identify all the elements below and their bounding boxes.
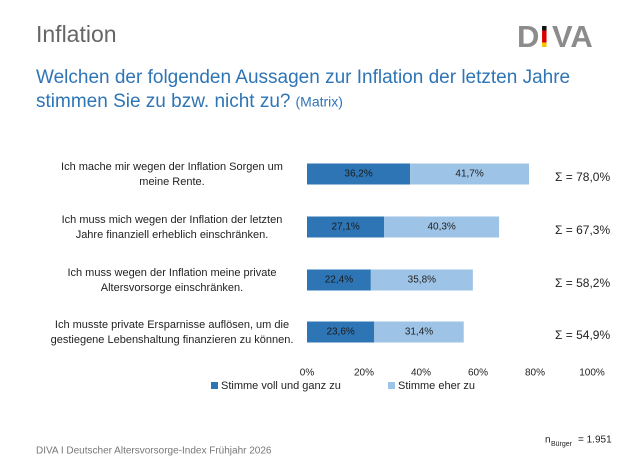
category-label: Ich musste private Ersparnisse auflösen,… — [55, 319, 289, 331]
sum-label: Σ = 78,0% — [555, 170, 610, 184]
legend-swatch — [388, 382, 395, 389]
value-label: 22,4% — [325, 275, 353, 286]
n-sub: Bürger — [551, 441, 573, 448]
n-label: n — [545, 435, 551, 446]
sum-label: Σ = 67,3% — [555, 223, 610, 237]
value-label: 40,3% — [427, 222, 455, 233]
bar — [374, 321, 464, 343]
x-tick-label: 20% — [354, 368, 374, 379]
value-label: 35,8% — [408, 275, 436, 286]
bar — [410, 163, 530, 185]
bar — [307, 216, 385, 238]
category-label: Ich mache mir wegen der Inflation Sorgen… — [61, 161, 283, 173]
chart-subtitle: (Matrix) — [296, 94, 343, 110]
x-tick-label: 80% — [525, 368, 545, 379]
n-value: = 1.951 — [578, 435, 612, 446]
bar — [370, 269, 473, 291]
bar — [307, 321, 375, 343]
x-tick-label: 60% — [468, 368, 488, 379]
bar — [384, 216, 500, 238]
x-tick-label: 100% — [579, 368, 605, 379]
bar — [307, 269, 371, 291]
value-label: 23,6% — [326, 327, 354, 338]
logo-right: VA — [552, 19, 593, 54]
legend-label: Stimme eher zu — [398, 380, 475, 392]
logo-left: D — [517, 19, 539, 54]
value-label: 41,7% — [455, 169, 483, 180]
logo-mid: I — [540, 19, 549, 54]
category-label: gestiegene Lebenshaltung finanzieren zu … — [51, 334, 294, 346]
x-tick-label: 40% — [411, 368, 431, 379]
source: DIVA I Deutscher Altersvorsorge-Index Fr… — [36, 446, 272, 457]
category-label: Ich muss mich wegen der Inflation der le… — [62, 214, 283, 226]
sum-label: Σ = 58,2% — [555, 276, 610, 290]
category-label: meine Rente. — [139, 176, 204, 188]
value-label: 36,2% — [344, 169, 372, 180]
page-title: Inflation — [36, 21, 117, 47]
bar — [307, 163, 411, 185]
value-label: 31,4% — [405, 327, 433, 338]
category-label: Ich muss wegen der Inflation meine priva… — [67, 267, 276, 279]
category-label: Jahre finanziell erheblich einschränken. — [76, 229, 269, 241]
legend-swatch — [211, 382, 218, 389]
legend-label: Stimme voll und ganz zu — [221, 380, 341, 392]
x-tick-label: 0% — [300, 368, 315, 379]
category-label: Altersvorsorge einschränken. — [101, 282, 243, 294]
value-label: 27,1% — [331, 222, 359, 233]
chart-title: Welchen der folgenden Aussagen zur Infla… — [36, 67, 570, 88]
chart-title: stimmen Sie zu bzw. nicht zu? — [36, 91, 291, 112]
sum-label: Σ = 54,9% — [555, 328, 610, 342]
